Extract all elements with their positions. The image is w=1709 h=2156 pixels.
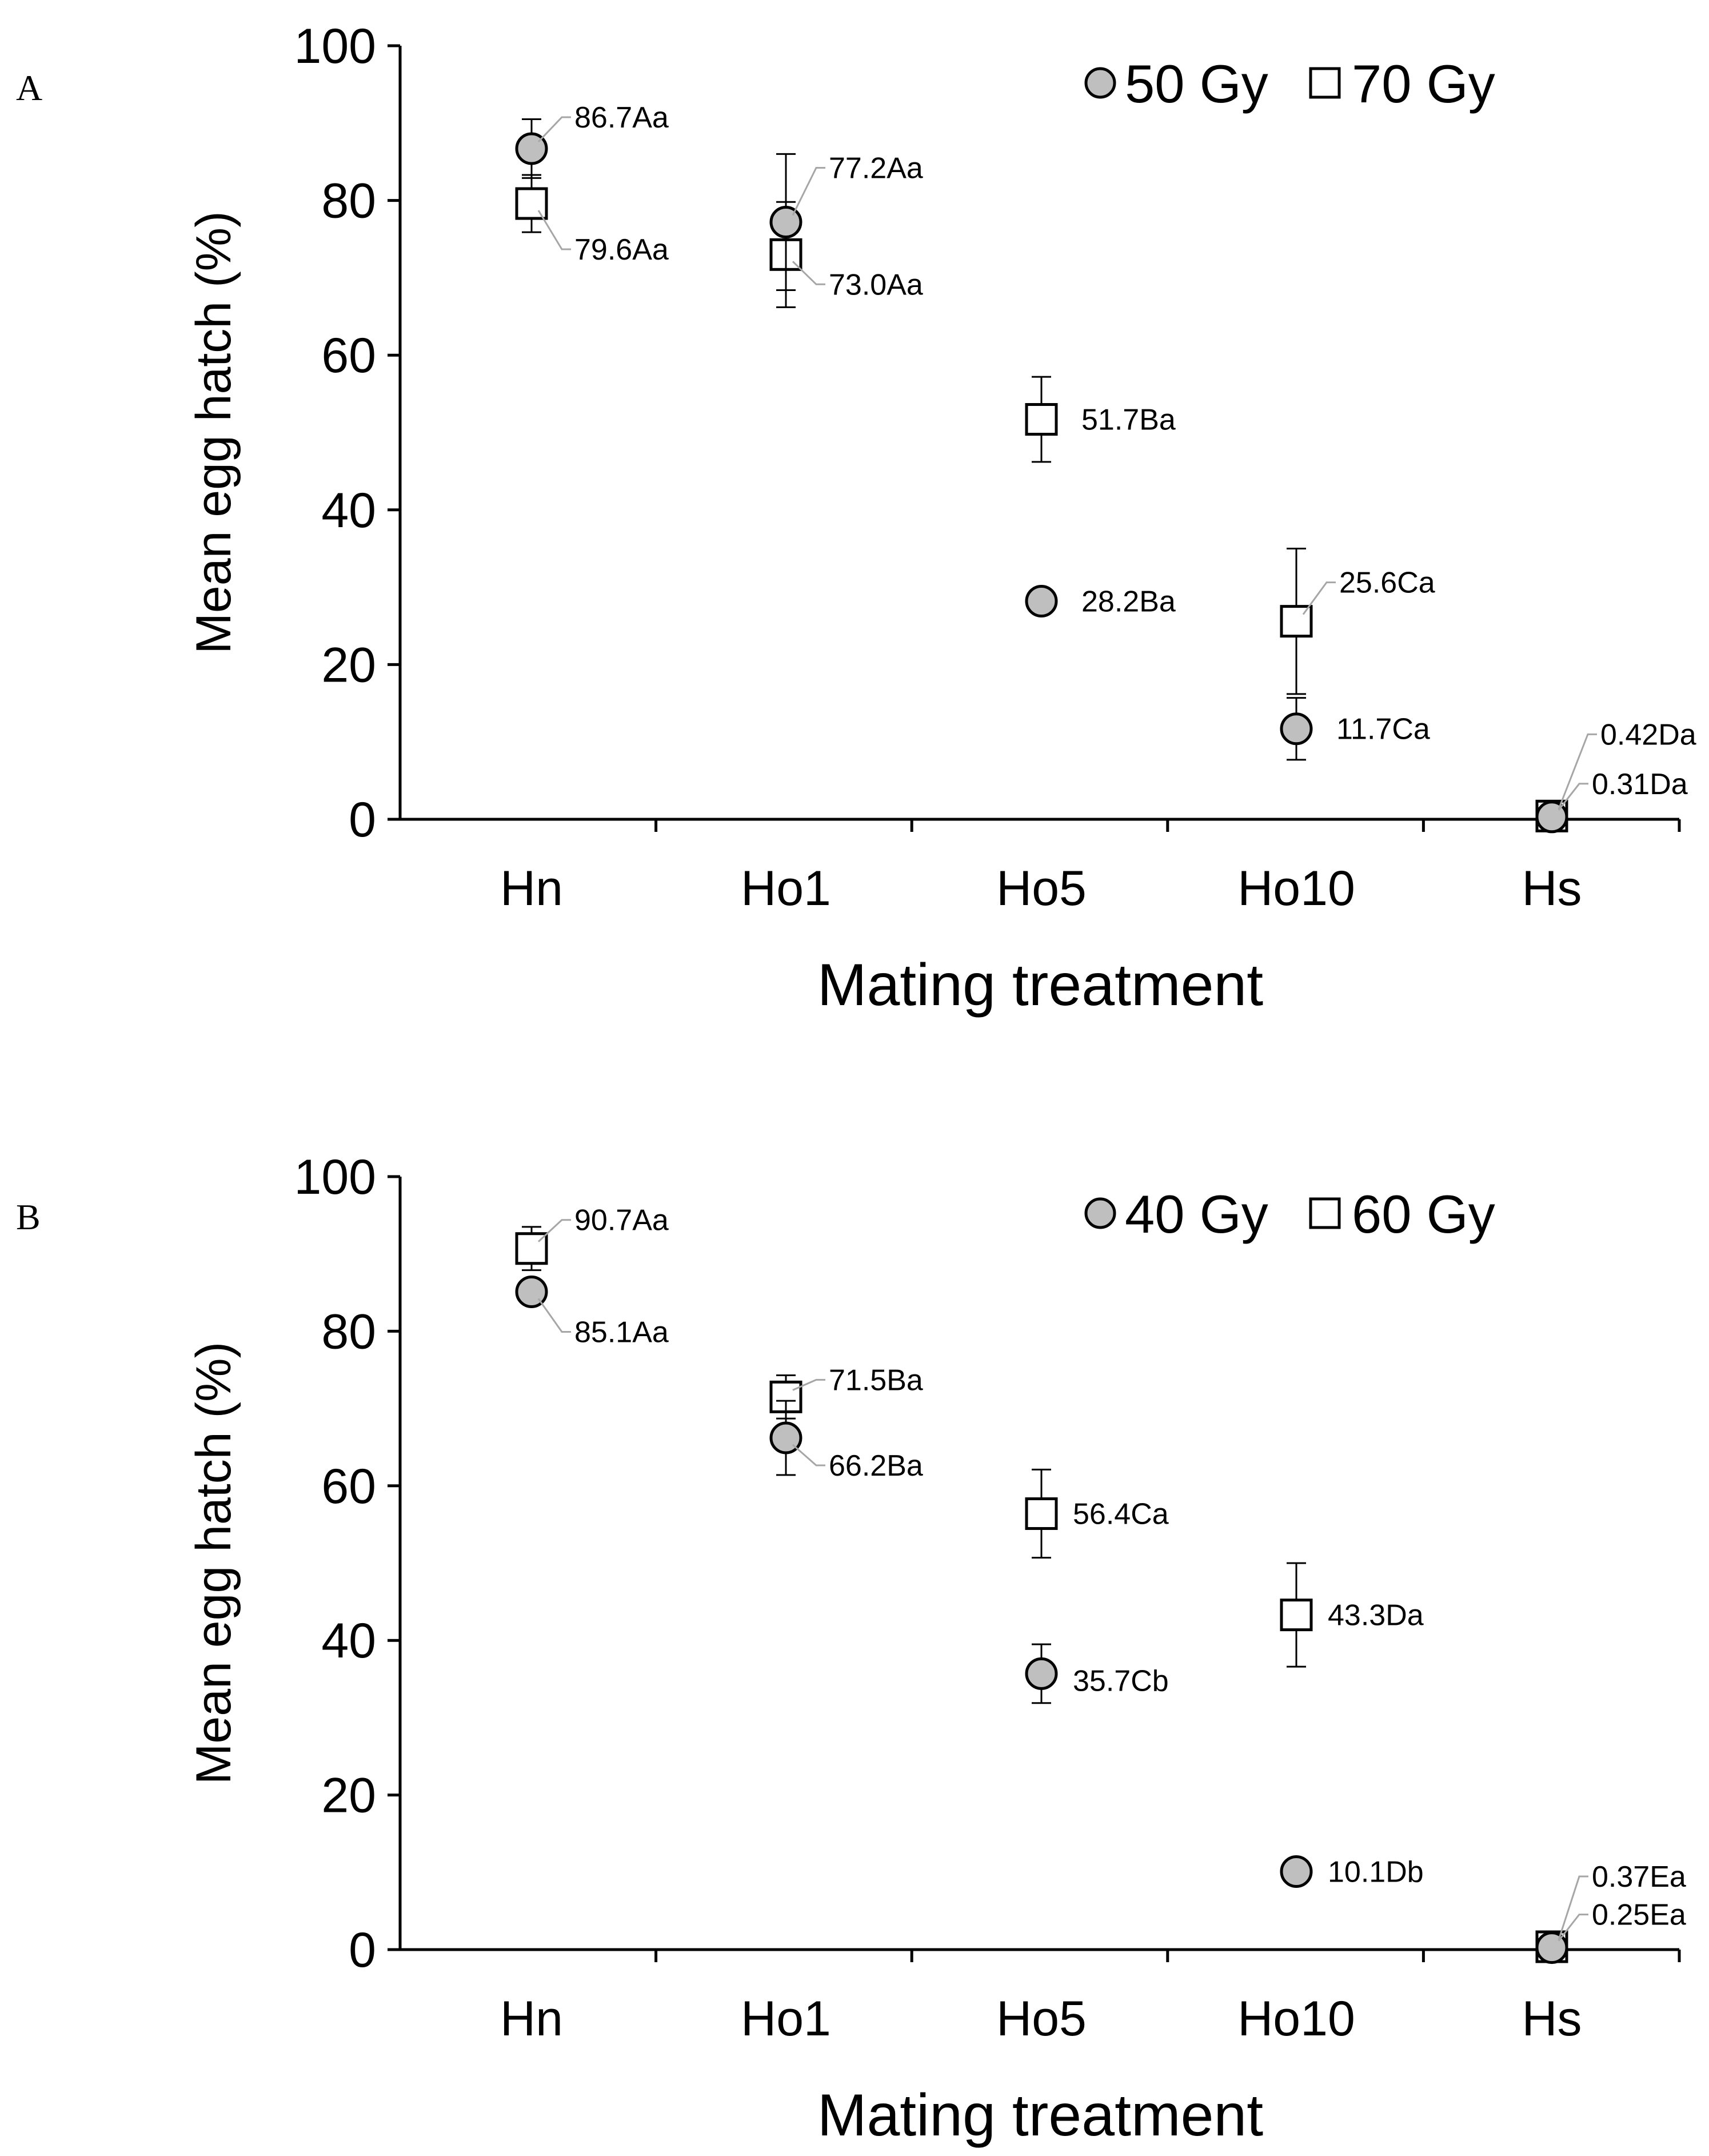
data-label-leader xyxy=(792,166,825,216)
y-tick-label: 40 xyxy=(321,483,376,538)
x-tick-label: Ho5 xyxy=(996,1991,1087,2046)
data-label: 56.4Ca xyxy=(1073,1497,1169,1531)
data-label-leader xyxy=(537,210,571,250)
x-tick-label: Ho10 xyxy=(1237,1991,1355,2046)
data-label: 79.6Aa xyxy=(574,233,669,266)
legend-label: 60 Gy xyxy=(1352,1184,1495,1244)
chart-panel-b: B 0 20 40 60 80 100 Hn Ho1 Ho5 Ho10 Hs Mating treatm… xyxy=(16,1150,1686,2149)
data-label: 66.2Ba xyxy=(829,1449,923,1483)
x-tick-label: Ho1 xyxy=(741,861,831,916)
x-tick-label: Hs xyxy=(1522,861,1582,916)
data-point-circle xyxy=(1280,1855,1313,1888)
data-label: 86.7Aa xyxy=(574,101,669,134)
x-tick-label: Hs xyxy=(1522,1991,1582,2046)
x-tick-label: Hn xyxy=(500,861,563,916)
legend-circle-marker xyxy=(1084,67,1116,99)
legend-square-marker xyxy=(1309,67,1341,99)
data-label-leader xyxy=(1558,733,1597,810)
data-label: 77.2Aa xyxy=(829,152,923,185)
legend-label: 40 Gy xyxy=(1125,1184,1268,1244)
data-point-circle xyxy=(1025,1657,1058,1690)
y-tick-label: 80 xyxy=(321,1304,376,1359)
legend-label: 50 Gy xyxy=(1125,54,1268,114)
data-label: 10.1Db xyxy=(1328,1855,1424,1888)
y-tick-label: 60 xyxy=(321,328,376,383)
x-tick-label: Ho10 xyxy=(1237,861,1355,916)
y-tick-label: 0 xyxy=(349,792,376,847)
panel-label: A xyxy=(16,67,42,108)
data-label-leader xyxy=(537,1219,571,1242)
data-label: 11.7Ca xyxy=(1336,713,1430,746)
data-label: 71.5Ba xyxy=(829,1364,923,1397)
data-point-square xyxy=(1280,1599,1313,1632)
data-label-leader xyxy=(1558,1914,1588,1942)
data-label-leader xyxy=(1558,783,1588,811)
data-point-circle xyxy=(1280,712,1313,746)
data-label: 0.37Ea xyxy=(1592,1860,1686,1894)
data-point-square xyxy=(1025,402,1058,436)
data-point-square xyxy=(515,187,548,220)
legend-circle-marker xyxy=(1084,1197,1116,1229)
data-label-leader xyxy=(537,116,571,142)
data-label: 90.7Aa xyxy=(574,1204,669,1237)
data-label: 73.0Aa xyxy=(829,268,923,301)
x-axis-title: Mating treatment xyxy=(817,952,1263,1018)
x-tick-label: Ho5 xyxy=(996,861,1087,916)
y-tick-label: 0 xyxy=(349,1923,376,1978)
data-label: 35.7Cb xyxy=(1073,1664,1169,1697)
y-tick-label: 60 xyxy=(321,1459,376,1514)
data-label-leader xyxy=(792,1444,825,1466)
y-tick-label: 80 xyxy=(321,174,376,229)
data-point-circle xyxy=(769,205,802,238)
y-tick-label: 40 xyxy=(321,1613,376,1668)
y-tick-label: 20 xyxy=(321,1768,376,1823)
y-tick-label: 100 xyxy=(294,1150,377,1205)
y-axis-title: Mean egg hatch (%) xyxy=(186,1342,241,1784)
data-label: 51.7Ba xyxy=(1081,403,1176,436)
legend-label: 70 Gy xyxy=(1352,54,1495,114)
data-label: 25.6Ca xyxy=(1339,567,1435,600)
y-axis-title: Mean egg hatch (%) xyxy=(186,211,241,653)
data-label-leader xyxy=(537,1298,571,1333)
x-axis-title: Mating treatment xyxy=(817,2082,1263,2149)
y-tick-label: 100 xyxy=(294,19,377,74)
data-point-circle xyxy=(1025,584,1058,617)
data-label-leader xyxy=(792,1378,825,1391)
data-label-leader xyxy=(1302,581,1336,615)
data-label: 0.25Ea xyxy=(1592,1899,1686,1932)
data-label-leader xyxy=(1558,1875,1588,1940)
data-label: 85.1Aa xyxy=(574,1316,669,1349)
data-point-square xyxy=(1025,1497,1058,1530)
data-label: 28.2Ba xyxy=(1081,585,1176,618)
y-tick-label: 20 xyxy=(321,637,376,692)
data-label: 0.42Da xyxy=(1600,718,1696,751)
x-tick-label: Hn xyxy=(500,1991,563,2046)
data-label: 43.3Da xyxy=(1328,1599,1424,1632)
data-label: 0.31Da xyxy=(1592,768,1688,801)
legend-square-marker xyxy=(1309,1197,1341,1229)
x-tick-label: Ho1 xyxy=(741,1991,831,2046)
panel-label: B xyxy=(16,1197,41,1237)
data-label-leader xyxy=(792,261,825,285)
chart-panel-a: A 0 20 40 60 80 100 Hn Ho1 Ho5 Ho10 Hs Mating treatm… xyxy=(16,19,1696,1018)
